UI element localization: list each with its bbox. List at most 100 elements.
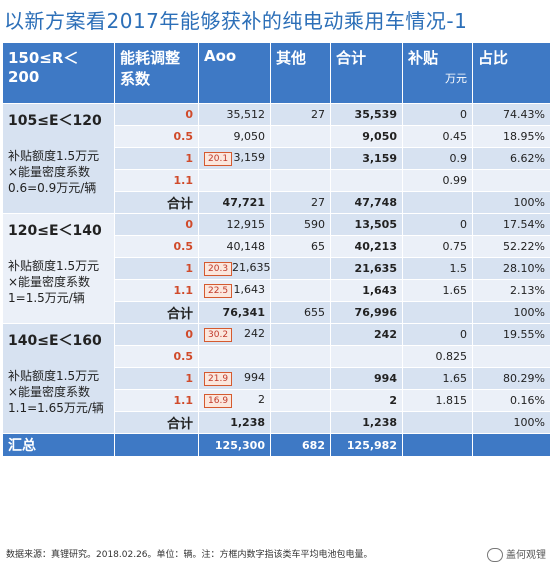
a00-cell: 20.1 3,159	[198, 147, 271, 170]
page-title: 以新方案看2017年能够获补的纯电动乘用车情况-1	[4, 9, 468, 33]
share-cell: 74.43%	[472, 103, 551, 126]
share-cell: 100%	[472, 411, 551, 434]
a00-cell: 20.3 21,635	[198, 257, 271, 280]
other-cell: 27	[270, 191, 331, 214]
share-cell	[472, 345, 551, 368]
subsidy-cell: 0.99	[402, 169, 473, 192]
summary-subsidy	[402, 433, 473, 457]
a00-cell: 21.9 994	[198, 367, 271, 390]
share-cell: 19.55%	[472, 323, 551, 346]
other-cell	[270, 367, 331, 390]
table-row: 0.5 40,148 65 40,213 0.75 52.22%	[3, 235, 551, 258]
group-cell: 105≤E＜120 补贴额度1.5万元×能量密度系数0.6=0.9万元/辆	[2, 103, 115, 214]
a00-cell: 30.2 242	[198, 323, 271, 346]
a00-cell: 12,915	[198, 213, 271, 236]
coef-cell: 0	[114, 213, 199, 236]
a00-value: 994	[244, 371, 265, 384]
share-cell: 100%	[472, 301, 551, 324]
header-coef: 能耗调整系数	[114, 42, 199, 104]
a00-cell: 1,238	[198, 411, 271, 434]
group-title: 105≤E＜120	[8, 113, 102, 129]
a00-value: 242	[244, 327, 265, 340]
a00-cell: 16.9 2	[198, 389, 271, 412]
table-row: 105≤E＜120 补贴额度1.5万元×能量密度系数0.6=0.9万元/辆 0 35,…	[2, 103, 551, 214]
a00-cell: 22.5 1,643	[198, 279, 271, 302]
a00-value: 47,721	[222, 196, 265, 209]
a00-value: 2	[258, 393, 265, 406]
coef-cell: 合计	[114, 411, 199, 434]
coef-cell: 合计	[114, 191, 199, 214]
a00-cell: 47,721	[198, 191, 271, 214]
total-cell	[330, 169, 403, 192]
header-range: 150≤R＜200	[2, 42, 115, 104]
a00-value: 1,643	[233, 283, 266, 296]
other-cell	[270, 345, 331, 368]
share-cell: 18.95%	[472, 125, 551, 148]
table-row: 1 21.9 994 994 1.65 80.29%	[3, 367, 551, 390]
other-cell: 590	[270, 213, 331, 236]
total-cell: 242	[330, 323, 403, 346]
wechat-icon	[487, 548, 503, 562]
header-a00: Aoo	[198, 42, 271, 104]
coef-cell: 1.1	[114, 279, 199, 302]
coef-cell: 1	[114, 257, 199, 280]
table-row: 120≤E＜140 补贴额度1.5万元×能量密度系数1=1.5万元/辆 0 12,91…	[2, 213, 551, 324]
other-cell	[270, 323, 331, 346]
a00-cell	[198, 169, 271, 192]
coef-cell: 0	[114, 103, 199, 126]
other-cell	[270, 147, 331, 170]
a00-value: 1,238	[230, 416, 265, 429]
table-row: 140≤E＜160 补贴额度1.5万元×能量密度系数1.1=1.65万元/辆 0 30…	[2, 323, 551, 434]
group-note: 补贴额度1.5万元×能量密度系数1.1=1.65万元/辆	[8, 369, 104, 415]
total-cell: 40,213	[330, 235, 403, 258]
summary-other: 682	[270, 433, 331, 457]
summary-coef	[114, 433, 199, 457]
share-cell: 2.13%	[472, 279, 551, 302]
a00-cell	[198, 345, 271, 368]
header-subsidy-unit: 万元	[445, 72, 467, 85]
subsidy-cell	[402, 191, 473, 214]
a00-cell: 9,050	[198, 125, 271, 148]
coef-cell: 1.1	[114, 389, 199, 412]
table-row: 1.1 16.9 2 2 1.815 0.16%	[3, 389, 551, 412]
group-cell: 140≤E＜160 补贴额度1.5万元×能量密度系数1.1=1.65万元/辆	[2, 323, 115, 434]
header-other: 其他	[270, 42, 331, 104]
total-cell: 13,505	[330, 213, 403, 236]
other-cell	[270, 411, 331, 434]
subsidy-cell	[402, 411, 473, 434]
other-cell	[270, 389, 331, 412]
a00-value: 9,050	[233, 130, 266, 143]
a00-value: 40,148	[226, 240, 266, 253]
header-subsidy: 补贴 万元	[402, 42, 473, 104]
summary-label: 汇总	[2, 433, 115, 457]
subsidy-cell: 0.45	[402, 125, 473, 148]
other-cell: 65	[270, 235, 331, 258]
coef-cell: 0.5	[114, 125, 199, 148]
total-cell: 76,996	[330, 301, 403, 324]
a00-value: 76,341	[222, 306, 265, 319]
a00-value: 3,159	[233, 151, 266, 164]
a00-cell: 76,341	[198, 301, 271, 324]
coef-cell: 0	[114, 323, 199, 346]
subsidy-cell: 1.65	[402, 367, 473, 390]
other-cell	[270, 169, 331, 192]
summary-a00: 125,300	[198, 433, 271, 457]
table-row: 0.5 0.825	[3, 345, 551, 368]
share-cell: 0.16%	[472, 389, 551, 412]
total-cell: 47,748	[330, 191, 403, 214]
other-cell	[270, 257, 331, 280]
total-cell: 1,643	[330, 279, 403, 302]
header-share: 占比	[472, 42, 551, 104]
header-subsidy-label: 补贴	[408, 49, 439, 67]
total-cell: 35,539	[330, 103, 403, 126]
subsidy-cell: 0.9	[402, 147, 473, 170]
total-cell: 2	[330, 389, 403, 412]
subsidy-cell: 0	[402, 213, 473, 236]
coef-cell: 1.1	[114, 169, 199, 192]
total-cell: 3,159	[330, 147, 403, 170]
subsidy-table: 150≤R＜200 能耗调整系数 Aoo 其他 合计 补贴 万元 占比 105≤…	[2, 42, 551, 457]
battery-capacity-box: 30.2	[204, 328, 233, 342]
battery-capacity-box: 20.1	[204, 152, 233, 166]
other-cell	[270, 279, 331, 302]
subsidy-cell: 1.5	[402, 257, 473, 280]
